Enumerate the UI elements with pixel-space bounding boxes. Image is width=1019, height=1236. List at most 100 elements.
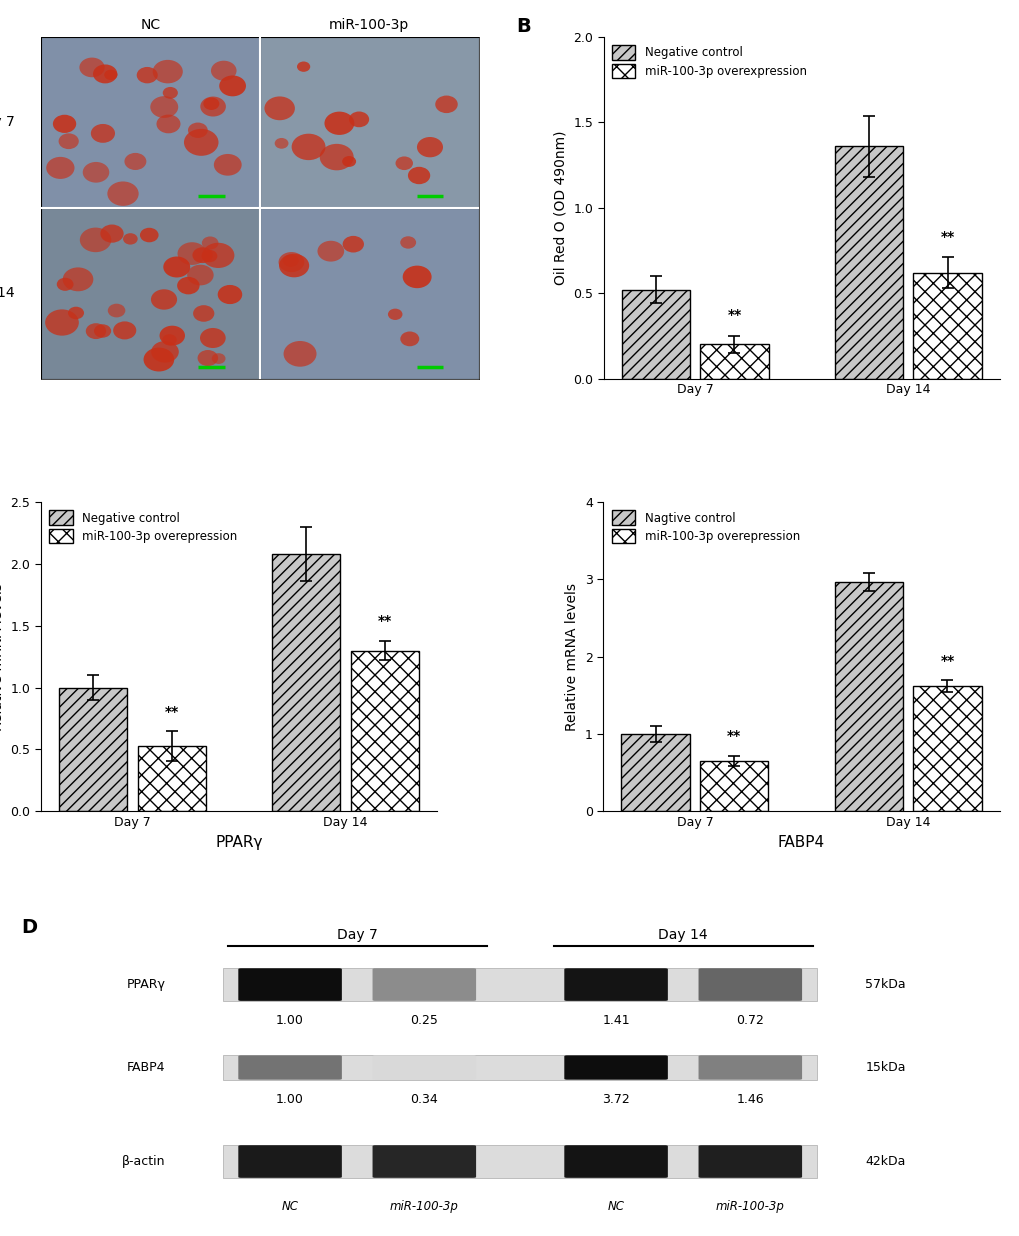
Text: miR-100-3p: miR-100-3p — [389, 1200, 459, 1214]
Text: 15kDa: 15kDa — [864, 1060, 905, 1074]
Circle shape — [150, 96, 178, 117]
FancyBboxPatch shape — [238, 1056, 341, 1080]
Text: **: ** — [377, 614, 391, 628]
Text: Day 7: Day 7 — [0, 115, 14, 130]
Bar — [912, 686, 980, 811]
X-axis label: FABP4: FABP4 — [777, 834, 824, 849]
Text: **: ** — [727, 308, 741, 323]
Circle shape — [211, 61, 236, 80]
Circle shape — [187, 122, 208, 138]
Circle shape — [58, 133, 78, 150]
Bar — [621, 289, 689, 378]
Circle shape — [341, 156, 356, 167]
Circle shape — [124, 153, 147, 171]
Circle shape — [279, 253, 309, 277]
Circle shape — [200, 328, 225, 349]
X-axis label: PPARγ: PPARγ — [215, 834, 262, 849]
Text: 0.25: 0.25 — [410, 1014, 438, 1027]
Circle shape — [324, 111, 354, 135]
Circle shape — [86, 323, 106, 339]
Bar — [621, 734, 689, 811]
FancyBboxPatch shape — [698, 1146, 801, 1178]
Circle shape — [113, 321, 137, 340]
Circle shape — [297, 62, 310, 72]
Circle shape — [342, 236, 364, 252]
Circle shape — [137, 67, 158, 83]
Text: Day 14: Day 14 — [0, 287, 14, 300]
Circle shape — [177, 242, 207, 265]
Circle shape — [159, 325, 184, 346]
Circle shape — [151, 289, 177, 310]
FancyBboxPatch shape — [564, 1056, 667, 1080]
Circle shape — [399, 236, 416, 248]
Text: 0.34: 0.34 — [410, 1093, 438, 1106]
Text: 1.46: 1.46 — [736, 1093, 763, 1106]
Bar — [41, 37, 260, 208]
Text: 1.00: 1.00 — [276, 1093, 304, 1106]
FancyBboxPatch shape — [372, 968, 476, 1001]
Bar — [59, 687, 127, 811]
Circle shape — [162, 334, 176, 346]
Circle shape — [153, 59, 182, 83]
Circle shape — [319, 143, 354, 171]
Circle shape — [417, 137, 442, 157]
Circle shape — [202, 236, 218, 250]
Circle shape — [198, 350, 218, 366]
Text: NC: NC — [281, 1200, 299, 1214]
Text: Day 7: Day 7 — [336, 928, 377, 942]
Circle shape — [186, 265, 213, 286]
Bar — [834, 146, 902, 378]
Bar — [351, 650, 419, 811]
Bar — [223, 1145, 816, 1178]
Circle shape — [219, 75, 246, 96]
Circle shape — [163, 257, 190, 278]
Legend: Nagtive control, miR-100-3p overepression: Nagtive control, miR-100-3p overepressio… — [608, 508, 802, 546]
Circle shape — [193, 305, 214, 321]
Text: β-actin: β-actin — [122, 1154, 165, 1168]
Text: **: ** — [940, 230, 954, 243]
Text: **: ** — [164, 705, 178, 718]
Bar — [260, 208, 478, 378]
Bar — [272, 554, 339, 811]
Circle shape — [94, 324, 111, 337]
Text: miR-100-3p: miR-100-3p — [329, 19, 409, 32]
Text: D: D — [21, 918, 38, 937]
Circle shape — [183, 129, 218, 156]
Bar — [138, 745, 206, 811]
Y-axis label: Relative mRNA levels: Relative mRNA levels — [565, 582, 579, 730]
Circle shape — [193, 247, 213, 263]
Circle shape — [278, 252, 304, 272]
Circle shape — [217, 286, 242, 304]
Bar — [223, 968, 816, 1001]
Text: B: B — [516, 16, 531, 36]
Circle shape — [63, 267, 94, 292]
Circle shape — [83, 162, 109, 183]
Text: 57kDa: 57kDa — [864, 978, 905, 991]
Circle shape — [202, 242, 234, 268]
Circle shape — [212, 353, 225, 363]
Y-axis label: Oil Red O (OD 490nm): Oil Red O (OD 490nm) — [553, 131, 567, 286]
Circle shape — [201, 250, 217, 262]
FancyBboxPatch shape — [372, 1146, 476, 1178]
Circle shape — [399, 331, 419, 346]
Circle shape — [100, 225, 123, 242]
Circle shape — [177, 277, 200, 294]
Text: 3.72: 3.72 — [601, 1093, 630, 1106]
Legend: Negative control, miR-100-3p overexpression: Negative control, miR-100-3p overexpress… — [609, 43, 808, 80]
Circle shape — [200, 96, 225, 116]
Circle shape — [140, 227, 158, 242]
Bar — [41, 208, 260, 378]
Circle shape — [46, 157, 74, 179]
FancyBboxPatch shape — [564, 968, 667, 1001]
Circle shape — [107, 182, 139, 206]
Circle shape — [317, 241, 343, 262]
Circle shape — [403, 266, 431, 288]
Circle shape — [123, 234, 138, 245]
Circle shape — [274, 138, 288, 148]
Circle shape — [93, 64, 117, 83]
Circle shape — [91, 124, 115, 143]
Bar — [260, 37, 478, 208]
Circle shape — [291, 133, 325, 161]
Circle shape — [104, 69, 117, 80]
Legend: Negative control, miR-100-3p overepression: Negative control, miR-100-3p overepressi… — [47, 508, 239, 546]
